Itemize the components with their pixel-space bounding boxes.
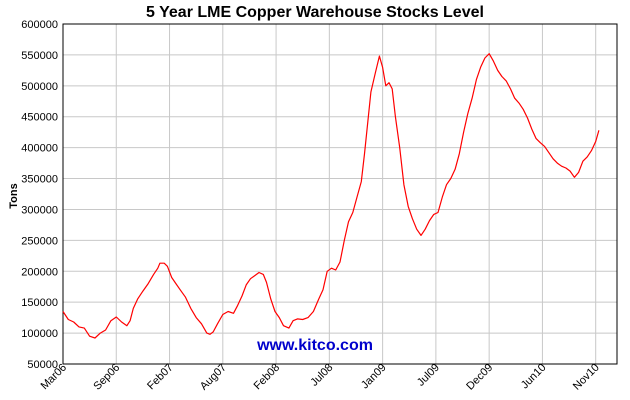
y-tick-label: 250000: [21, 235, 58, 247]
x-tick-label: Jul08: [308, 362, 335, 389]
y-axis-ticks: 50000 100000 150000 200000 250000 300000 35000…: [21, 19, 58, 371]
x-tick-label: Jun10: [519, 362, 549, 392]
y-tick-label: 150000: [21, 297, 58, 309]
watermark: www.kitco.com: [256, 337, 373, 354]
x-tick-label: Dec09: [464, 362, 495, 393]
y-tick-label: 200000: [21, 266, 58, 278]
x-tick-label: Jan09: [359, 362, 389, 392]
y-tick-label: 400000: [21, 143, 58, 155]
x-axis-ticks: Mar06 Sep06 Feb07 Aug07 Feb08 Jul08 Jan09 Jul09…: [39, 362, 602, 393]
y-tick-label: 350000: [21, 174, 58, 186]
x-tick-label: Sep06: [91, 362, 122, 393]
y-tick-label: 500000: [21, 81, 58, 93]
plot-frame: [62, 23, 618, 365]
series-line: [62, 53, 600, 339]
y-tick-label: 50000: [27, 359, 58, 371]
chart-title: 5 Year LME Copper Warehouse Stocks Level: [146, 4, 484, 21]
x-tick-label: Aug07: [198, 362, 229, 393]
x-tick-label: Feb08: [252, 362, 283, 393]
x-tick-label: Feb07: [145, 362, 176, 393]
y-tick-label: 100000: [21, 328, 58, 340]
x-tick-label: Nov10: [571, 362, 602, 393]
y-tick-label: 550000: [21, 50, 58, 62]
y-tick-label: 450000: [21, 112, 58, 124]
x-tick-label: Jul09: [415, 362, 442, 389]
y-tick-label: 600000: [21, 19, 58, 31]
y-axis-label: Tons: [8, 183, 20, 208]
y-tick-label: 300000: [21, 204, 58, 216]
grid: [62, 23, 617, 365]
